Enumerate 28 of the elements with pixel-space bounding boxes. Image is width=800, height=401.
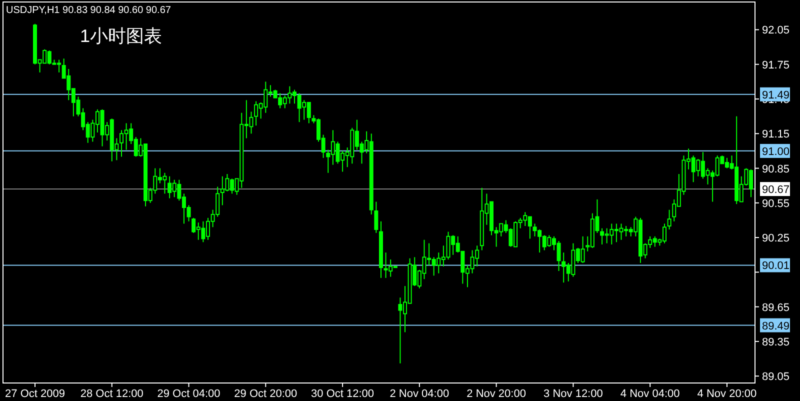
x-tick-label: 29 Oct 20:00 (234, 388, 298, 400)
y-tick-label: 90.85 (762, 163, 790, 176)
y-tick-label: 89.05 (762, 371, 790, 384)
y-tick-label: 91.75 (762, 59, 790, 72)
y-tick-label: 90.25 (762, 232, 790, 245)
annotation: 1小时图表 (80, 26, 162, 46)
x-tick-label: 4 Nov 04:00 (620, 388, 680, 400)
x-tick-label: 2 Nov 04:00 (390, 388, 450, 400)
ref-line-label: 91.49 (762, 89, 790, 102)
ref-line-label: 91.00 (762, 146, 790, 158)
candlestick (667, 209, 672, 230)
ref-line-label: 90.67 (762, 184, 790, 196)
y-tick-label: 89.65 (762, 302, 790, 314)
y-tick-label: 89.35 (762, 336, 790, 348)
ref-line-label: 90.01 (762, 260, 790, 272)
x-tick-label: 29 Oct 04:00 (157, 388, 220, 400)
x-tick-label: 28 Oct 12:00 (80, 388, 144, 400)
x-tick-label: 27 Oct 2009 (5, 388, 65, 400)
x-tick-label: 30 Oct 12:00 (311, 388, 374, 400)
candlestick (374, 201, 378, 234)
x-tick-label: 2 Nov 20:00 (466, 388, 526, 400)
y-tick-label: 92.05 (762, 24, 790, 37)
y-tick-label: 90.55 (762, 198, 790, 210)
chart-title: USDJPY,H1 90.83 90.84 90.60 90.67 (6, 5, 172, 16)
ref-line-label: 89.49 (762, 320, 790, 332)
y-tick-label: 91.15 (762, 128, 790, 141)
x-tick-label: 3 Nov 12:00 (544, 388, 603, 400)
x-tick-label: 4 Nov 20:00 (697, 388, 757, 400)
